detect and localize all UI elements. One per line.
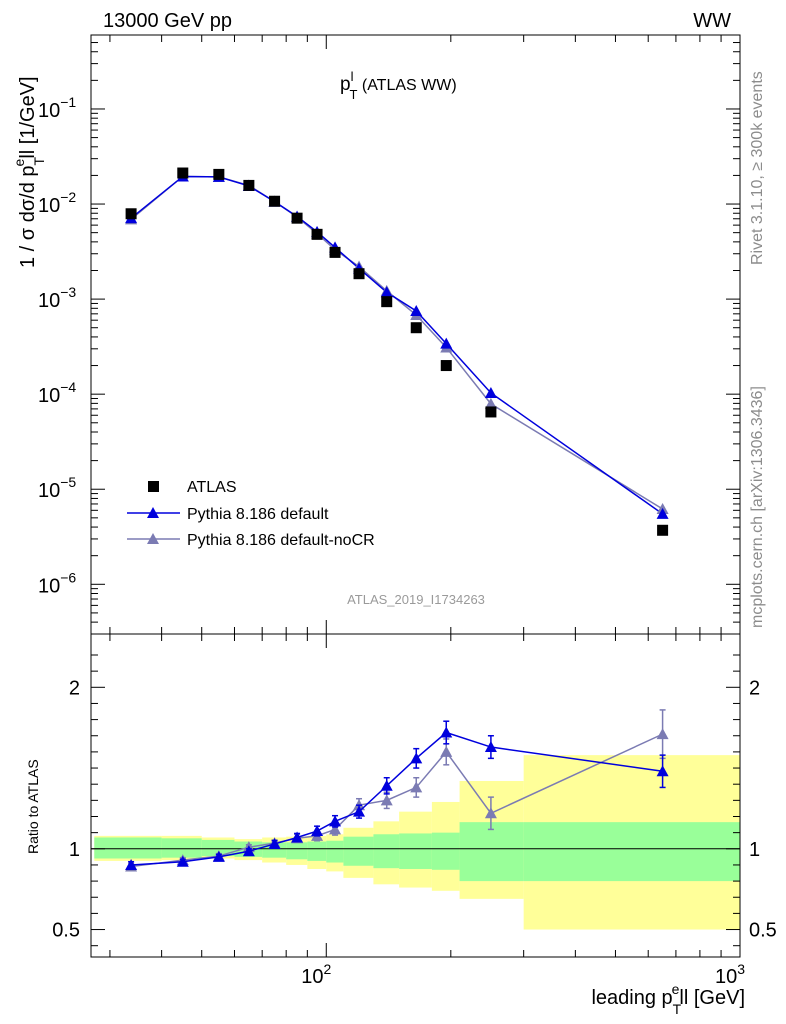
default-line [130,175,664,515]
plot-title: pl T (ATLAS WW) [340,69,457,102]
ratio-band-inner [373,834,400,869]
default-point [656,507,669,519]
ratio-band-inner [307,841,327,861]
atlas-point [177,167,189,179]
ratio-band-inner [523,822,740,882]
ratio-band-inner [343,836,374,866]
ratio-band-inner [286,842,308,860]
nocr-ratio-point [484,807,497,819]
nocr-ratio-line [131,733,663,868]
atlas-point [213,168,225,180]
mcplots-label: mcplots.cern.ch [arXiv:1306.3436] [749,386,766,628]
ratio-y-tick-label: 2 [69,677,80,699]
y-tick-label: 10−2 [38,189,76,217]
legend: ATLAS Pythia 8.186 default Pythia 8.186 … [127,479,375,549]
default-ratio-point [440,726,453,738]
process-label: WW [693,10,731,32]
ratio-band-inner [161,838,202,858]
ratio-bands [91,755,740,930]
default-point [440,337,453,349]
atlas-point [291,212,303,224]
default-ratio-point [125,858,138,870]
default-ratio-point [329,815,342,827]
default-ratio-point [268,837,281,849]
legend-nocr-marker [147,533,159,544]
nocr-ratio-point [440,745,453,757]
y-axis-label: 1 / σ dσ/d pTell [1/GeV] [11,76,47,268]
atlas-point [243,179,255,191]
legend-default-label: Pythia 8.186 default [187,506,329,523]
default-ratio-point [311,825,324,837]
atlas-point [125,208,137,220]
atlas-point [269,195,281,207]
y-tick-label: 10−3 [38,284,76,312]
x-tick-label: 103 [715,961,745,988]
y-tick-label: 10−4 [38,379,76,407]
ratio-axis-label: Ratio to ATLAS [25,759,41,854]
ratio-band-inner [201,839,235,857]
ratio-y-tick-label: 1 [69,839,80,861]
legend-default-marker [147,507,159,518]
ratio-band-inner [94,837,162,859]
nocr-line [130,175,663,510]
atlas-point [353,268,365,280]
svg-text:leading pTell [GeV]: leading pTell [GeV] [591,981,745,1017]
svg-text:plT (ATLAS WW): pl T (ATLAS WW) [340,69,457,102]
default-point [410,304,423,316]
atlas-point [440,360,452,372]
nocr-ratio-point [656,728,669,740]
x-tick-label: 102 [301,961,331,988]
ratio-band-inner [459,822,524,882]
ratio-frame [90,633,741,958]
default-ratio-point [656,765,669,777]
ratio-y-tick-label-right: 1 [749,839,760,861]
atlas-point [329,246,341,258]
ratio-y-tick-label-right: 0.5 [749,920,777,942]
legend-nocr-label: Pythia 8.186 default-noCR [187,532,375,549]
atlas-point [311,228,323,240]
y-tick-label: 10−6 [38,569,76,597]
default-point [484,386,497,398]
default-ratio-point [353,805,366,817]
svg-text:1 / σ dσ/d pTell [1/GeV]: 1 / σ dσ/d pTell [1/GeV] [11,76,47,268]
y-tick-label: 10−5 [38,474,76,502]
atlas-point [410,322,422,334]
default-ratio-point [380,779,393,791]
nocr-point [484,397,497,409]
default-ratio-point [212,850,225,862]
default-ratio-point [242,845,255,857]
atlas-point [485,406,497,418]
ratio-y-tick-label: 0.5 [52,920,80,942]
legend-atlas-marker [148,481,159,492]
energy-label: 13000 GeV pp [103,10,232,32]
ratio-band-inner [399,833,432,869]
frames [90,34,741,958]
rivet-label: Rivet 3.1.10, ≥ 300k events [749,71,766,265]
ratio-band-inner [326,840,344,863]
atlas-point [657,524,669,536]
default-ratio-point [176,855,189,867]
default-ratio-point [410,752,423,764]
y-tick-label: 10−1 [38,94,76,122]
data-series [125,167,669,872]
nocr-ratio-point [329,823,342,835]
x-axis-label: leading pTell [GeV] [591,981,745,1017]
default-ratio-point [291,831,304,843]
default-ratio-point [484,741,497,753]
nocr-ratio-point [380,794,393,806]
nocr-ratio-point [410,781,423,793]
default-point [380,286,393,298]
legend-atlas-label: ATLAS [187,479,237,496]
ratio-y-tick-label-right: 2 [749,677,760,699]
atlas-point [381,296,393,308]
analysis-id-label: ATLAS_2019_I1734263 [347,592,485,607]
axes: 102 103 10−6 10−5 10−4 10−3 10−2 10−1 0.5 0.5 1 1 2 2 [38,35,777,988]
ratio-band-inner [431,832,460,870]
